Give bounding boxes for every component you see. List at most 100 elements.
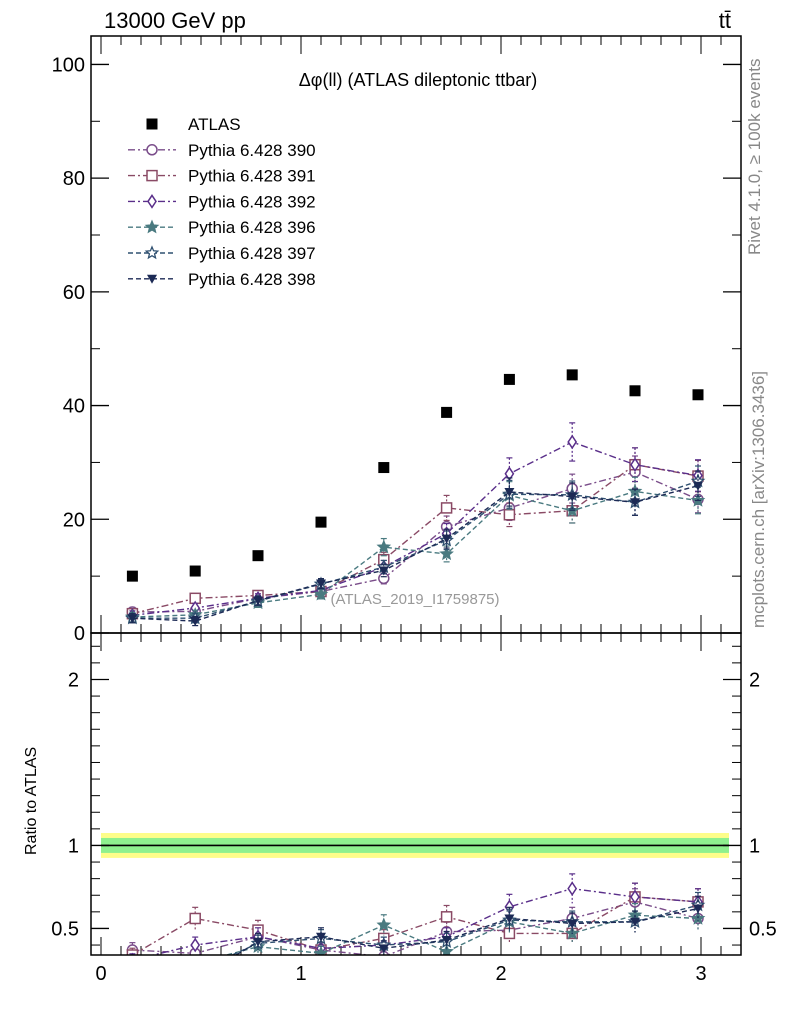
ratio-y-axis-label: Ratio to ATLAS	[23, 747, 40, 855]
data-point	[313, 586, 329, 601]
ratio-data-point	[190, 976, 200, 985]
rivet-version-label: Rivet 4.1.0, ≥ 100k events	[745, 59, 764, 255]
data-point	[567, 434, 578, 450]
ratio-series-layer	[126, 873, 706, 985]
series-pythia-6-428-398	[127, 470, 703, 627]
ratio-series-pythia-6-428-397	[230, 891, 706, 955]
ratio-series-line	[150, 887, 699, 955]
ratio-y-tick-label-right: 1	[749, 835, 760, 857]
legend-label: Pythia 6.428 398	[188, 270, 316, 289]
ratio-series-pythia-6-428-398	[127, 895, 703, 985]
ratio-y-tick-label-right: 0.5	[749, 918, 777, 940]
y-tick-label: 60	[63, 282, 85, 304]
data-point	[253, 596, 263, 606]
ratio-data-point	[441, 936, 452, 946]
data-point	[629, 385, 641, 397]
y-tick-label: 40	[63, 396, 85, 418]
series-line	[132, 480, 699, 619]
ratio-series-line	[132, 896, 699, 955]
legend-label: Pythia 6.428 390	[188, 141, 316, 160]
ratio-panel-frame	[90, 632, 742, 956]
data-point	[315, 516, 327, 528]
ratio-data-point	[630, 889, 640, 905]
ratio-data-point	[504, 914, 515, 924]
main-panel: 0 20 40 60 80 100 Δφ(ll) (ATLAS dileptonic tt…	[52, 35, 742, 645]
ratio-data-point	[630, 917, 640, 927]
series-line	[132, 490, 699, 618]
y-tick-label: 20	[63, 509, 85, 531]
legend-marker	[147, 274, 157, 284]
data-point	[378, 566, 389, 576]
ratio-y-tick-label-right: 2	[749, 669, 760, 691]
ratio-y-tick-label: 0.5	[51, 918, 79, 940]
ratio-series-pythia-6-428-396	[127, 903, 706, 970]
series-line	[132, 463, 699, 615]
ratio-series-line	[132, 901, 699, 955]
legend-label: Pythia 6.428 392	[188, 192, 316, 211]
ratio-data-point	[567, 881, 578, 896]
legend-marker	[144, 245, 160, 260]
ratio-data-point	[567, 919, 578, 929]
ratio-data-point	[564, 925, 580, 940]
ratio-panel: 0.5 0.5 1 1 2 2 Ratio to ATLAS	[23, 632, 777, 985]
data-point	[126, 570, 138, 582]
data-point	[252, 550, 264, 562]
data-point	[692, 389, 704, 401]
data-point	[630, 457, 640, 473]
legend-entry: Pythia 6.428 390	[128, 141, 316, 160]
ratio-series-line	[234, 907, 699, 955]
data-point	[503, 373, 515, 385]
ratio-data-point	[189, 957, 200, 968]
legend-entry: Pythia 6.428 398	[128, 270, 316, 289]
data-point	[378, 462, 390, 474]
ratio-data-point	[316, 932, 326, 942]
data-point	[376, 539, 392, 554]
ratio-series-line	[230, 904, 699, 955]
data-point	[190, 617, 201, 627]
data-point	[630, 498, 640, 508]
data-point	[441, 406, 453, 418]
ratio-data-point	[190, 937, 201, 953]
legend-label: ATLAS	[188, 115, 241, 134]
x-tick-label: 2	[495, 963, 506, 985]
y-tick-label: 0	[74, 623, 85, 645]
legend-marker	[146, 169, 158, 182]
ratio-data-point	[693, 904, 703, 914]
series-atlas	[126, 369, 704, 582]
series-line	[132, 471, 699, 613]
analysis-watermark: (ATLAS_2019_I1759875)	[330, 591, 499, 608]
ratio-data-point	[127, 959, 138, 970]
chart-title: Δφ(ll) (ATLAS dileptonic ttbar)	[299, 70, 537, 90]
ratio-data-point	[126, 949, 139, 955]
legend-label: Pythia 6.428 391	[188, 167, 316, 186]
legend-marker	[146, 144, 158, 156]
mcplots-label: mcplots.cern.ch [arXiv:1306.3436]	[749, 371, 768, 628]
data-point	[189, 565, 201, 577]
x-tick-label: 0	[95, 963, 106, 985]
ratio-data-point	[130, 952, 134, 955]
data-point	[566, 369, 578, 381]
data-point	[693, 481, 703, 491]
legend-entry: ATLAS	[146, 115, 241, 134]
main-series-layer	[125, 369, 706, 627]
data-point	[504, 487, 515, 497]
ratio-data-point	[127, 964, 137, 973]
ratio-uncertainty-band	[101, 833, 729, 858]
legend-entry: Pythia 6.428 397	[128, 244, 316, 263]
ratio-data-point	[313, 945, 329, 955]
energy-label: 13000 GeV pp	[104, 8, 246, 33]
legend-marker	[146, 118, 158, 130]
data-point	[439, 546, 454, 561]
data-point	[567, 492, 578, 502]
data-point	[440, 502, 453, 514]
y-tick-label: 100	[52, 54, 85, 76]
legend-label: Pythia 6.428 396	[188, 218, 316, 237]
data-point	[503, 508, 516, 521]
data-point	[127, 614, 138, 624]
x-tick-label: 1	[295, 963, 306, 985]
x-axis-tick-labels: 0 1 2 3	[95, 963, 706, 985]
ratio-data-point	[376, 917, 392, 932]
ratio-panel-ticks: 0.5 0.5 1 1 2 2	[51, 633, 777, 955]
legend-marker	[144, 219, 160, 234]
